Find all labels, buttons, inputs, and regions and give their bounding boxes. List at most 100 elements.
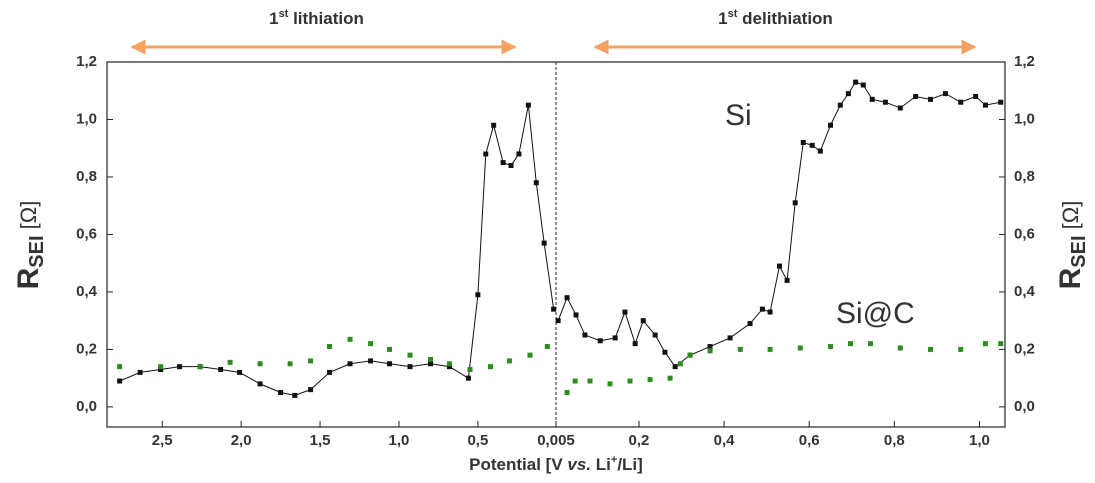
data-point (587, 378, 593, 384)
data-point (662, 349, 668, 355)
data-point (597, 338, 603, 344)
x-axis-label: Potential [V vs. Li+/Li] (469, 454, 643, 475)
data-point (897, 105, 903, 111)
data-point (347, 361, 353, 367)
data-point (386, 361, 392, 367)
data-point (237, 369, 243, 375)
data-point (218, 367, 224, 373)
data-point (632, 341, 638, 347)
y-tick-label: 0,4 (1014, 283, 1036, 300)
data-point (347, 336, 353, 342)
data-point (776, 263, 782, 269)
data-point (117, 378, 123, 384)
data-point (483, 151, 489, 157)
data-point (882, 99, 888, 105)
data-point (998, 99, 1004, 105)
data-point (368, 358, 374, 364)
data-point (137, 369, 143, 375)
y-tick-label: 0,2 (1014, 340, 1035, 357)
data-point (287, 361, 293, 367)
data-point (667, 375, 673, 381)
data-point (848, 341, 854, 347)
data-point (958, 99, 964, 105)
x-tick-label: 2,5 (152, 432, 173, 449)
x-label-part: /Li] (617, 455, 643, 474)
data-point (544, 344, 550, 350)
y-tick-label: 1,2 (1014, 53, 1035, 70)
y-tick-label: 1,0 (76, 110, 97, 127)
data-point (564, 390, 570, 396)
data-point (446, 364, 452, 370)
data-point (551, 306, 557, 312)
data-point (998, 341, 1004, 347)
data-point (582, 332, 588, 338)
data-point (428, 361, 434, 367)
data-point (797, 345, 803, 351)
series-label: Si@C (836, 297, 915, 330)
y-tick-label: 0,6 (1014, 225, 1035, 242)
y-label-unit: [Ω] (16, 201, 41, 236)
y-axis-label: RSEI [Ω] (12, 201, 48, 290)
x-tick-label: 0,5 (467, 432, 488, 449)
data-point (913, 93, 919, 99)
data-point (555, 318, 561, 324)
x-tick-label: 0,8 (884, 432, 905, 449)
y-tick-label: 1,0 (1014, 110, 1035, 127)
series-line (557, 81, 1001, 368)
data-point (257, 361, 263, 367)
y-tick-label: 0,4 (76, 283, 98, 300)
annotation: 1st lithiation (269, 8, 364, 29)
y-tick-label: 0,2 (76, 340, 97, 357)
y-label-sub: SEI (26, 235, 48, 267)
annotation-text: delithiation (737, 9, 832, 28)
data-point (516, 151, 522, 157)
data-point (727, 335, 733, 341)
data-point (500, 160, 506, 166)
data-point (868, 341, 874, 347)
data-point (158, 367, 164, 373)
data-point (308, 358, 314, 364)
data-point (407, 352, 413, 358)
data-point (707, 348, 713, 354)
data-point (800, 139, 806, 145)
annotation-sup: st (279, 8, 289, 20)
data-point (640, 318, 646, 324)
data-point (227, 359, 233, 365)
data-point (860, 82, 866, 88)
x-tick-label: 1,5 (310, 432, 331, 449)
data-point (897, 345, 903, 351)
data-point (759, 306, 765, 312)
data-point (446, 361, 452, 367)
annotation-text: lithiation (288, 9, 364, 28)
y-label-main: R (12, 267, 45, 289)
y-tick-label: 0,6 (76, 225, 97, 242)
data-point (407, 364, 413, 370)
data-point (533, 180, 539, 186)
y-label-unit: [Ω] (1058, 201, 1083, 236)
data-point (737, 346, 743, 352)
data-point (607, 381, 613, 387)
x-tick-label: 0,6 (799, 432, 820, 449)
y-tick-label: 0,8 (1014, 168, 1035, 185)
data-point (817, 148, 823, 154)
data-point (177, 364, 183, 370)
data-point (386, 346, 392, 352)
data-point (973, 93, 979, 99)
y-tick-label: 0,0 (76, 398, 97, 415)
data-point (527, 352, 533, 358)
data-point (197, 364, 203, 370)
data-point (853, 79, 859, 85)
series-label: Si (725, 99, 752, 132)
data-point (573, 312, 579, 318)
x-label-italic: vs. (567, 455, 591, 474)
data-point (869, 96, 875, 102)
x-tick-label: 2,0 (231, 432, 252, 449)
data-point (368, 341, 374, 347)
data-point (767, 346, 773, 352)
data-point (541, 240, 547, 246)
data-point (572, 378, 578, 384)
data-point (982, 102, 988, 108)
data-point (491, 122, 497, 128)
data-point (809, 142, 815, 148)
data-point (292, 392, 298, 398)
